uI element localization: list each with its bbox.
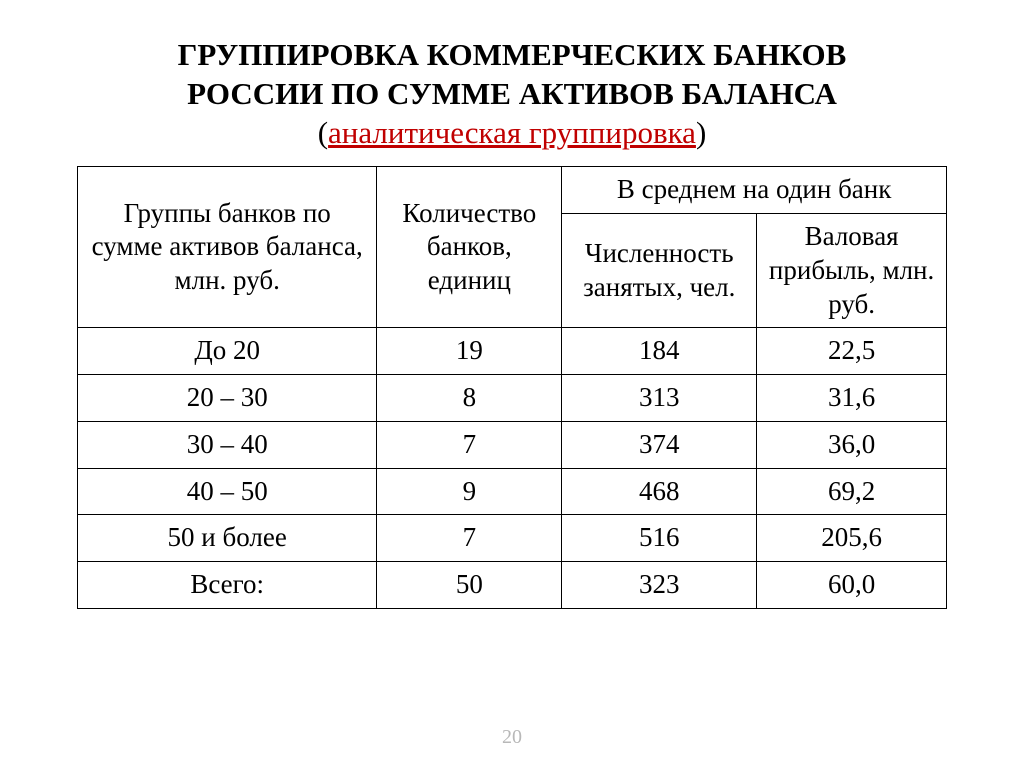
- table-row-total: Всего: 50 323 60,0: [78, 562, 947, 609]
- cell: 323: [562, 562, 757, 609]
- title-block: ГРУППИРОВКА КОММЕРЧЕСКИХ БАНКОВ РОССИИ П…: [56, 36, 968, 152]
- title-line-2: РОССИИ ПО СУММЕ АКТИВОВ БАЛАНСА: [56, 75, 968, 114]
- cell: 19: [377, 328, 562, 375]
- subtitle-close: ): [696, 115, 706, 150]
- table-row: 40 – 50 9 468 69,2: [78, 468, 947, 515]
- cell: 20 – 30: [78, 375, 377, 422]
- table-head: Группы банков по сумме активов баланса, …: [78, 167, 947, 328]
- cell: 313: [562, 375, 757, 422]
- header-col-2: Количество банков, единиц: [377, 167, 562, 328]
- cell: 36,0: [757, 421, 947, 468]
- cell: 30 – 40: [78, 421, 377, 468]
- cell: 60,0: [757, 562, 947, 609]
- cell: 50: [377, 562, 562, 609]
- cell: 516: [562, 515, 757, 562]
- cell: 31,6: [757, 375, 947, 422]
- title-line-1: ГРУППИРОВКА КОММЕРЧЕСКИХ БАНКОВ: [56, 36, 968, 75]
- data-table: Группы банков по сумме активов баланса, …: [77, 166, 947, 609]
- cell: 7: [377, 515, 562, 562]
- cell: 468: [562, 468, 757, 515]
- cell: 7: [377, 421, 562, 468]
- header-row-1: Группы банков по сумме активов баланса, …: [78, 167, 947, 214]
- cell: 50 и более: [78, 515, 377, 562]
- cell: 9: [377, 468, 562, 515]
- cell: Всего:: [78, 562, 377, 609]
- cell: 40 – 50: [78, 468, 377, 515]
- subtitle-open: (: [318, 115, 328, 150]
- table-body: До 20 19 184 22,5 20 – 30 8 313 31,6 30 …: [78, 328, 947, 609]
- cell: 184: [562, 328, 757, 375]
- subtitle-text: аналитическая группировка: [328, 115, 696, 150]
- cell: 8: [377, 375, 562, 422]
- table-row: 30 – 40 7 374 36,0: [78, 421, 947, 468]
- cell: 374: [562, 421, 757, 468]
- header-col-3: Численность занятых, чел.: [562, 214, 757, 328]
- header-col-group: В среднем на один банк: [562, 167, 947, 214]
- table-row: 20 – 30 8 313 31,6: [78, 375, 947, 422]
- table-row: До 20 19 184 22,5: [78, 328, 947, 375]
- cell: 205,6: [757, 515, 947, 562]
- table-row: 50 и более 7 516 205,6: [78, 515, 947, 562]
- slide: ГРУППИРОВКА КОММЕРЧЕСКИХ БАНКОВ РОССИИ П…: [0, 0, 1024, 767]
- cell: До 20: [78, 328, 377, 375]
- cell: 69,2: [757, 468, 947, 515]
- page-number: 20: [0, 726, 1024, 749]
- header-col-4: Валовая прибыль, млн. руб.: [757, 214, 947, 328]
- cell: 22,5: [757, 328, 947, 375]
- header-col-1: Группы банков по сумме активов баланса, …: [78, 167, 377, 328]
- subtitle: (аналитическая группировка): [56, 114, 968, 153]
